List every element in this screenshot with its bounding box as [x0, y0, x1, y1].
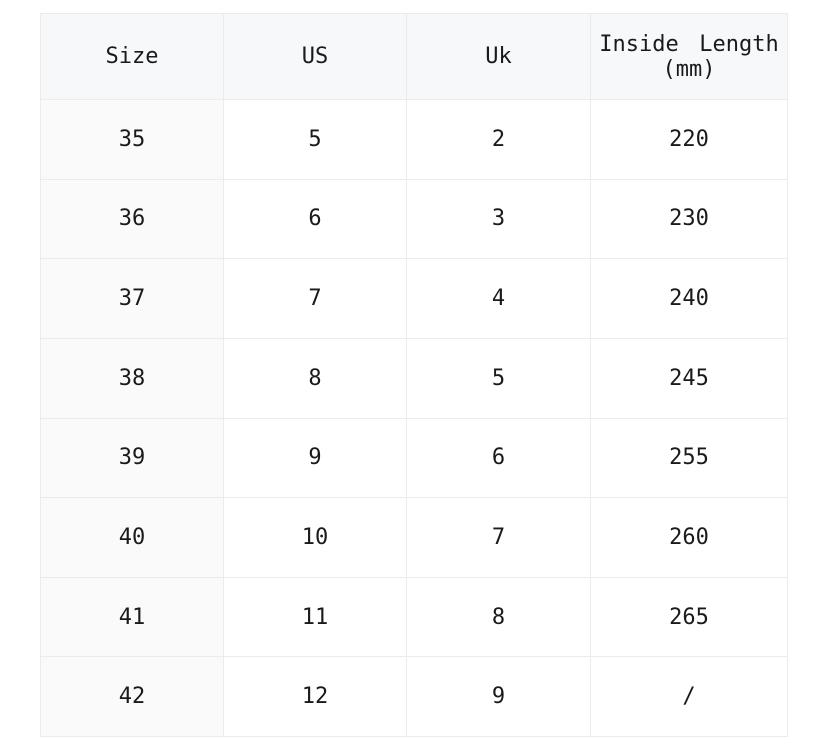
- table-cell-size: 41: [40, 576, 224, 658]
- table-cell-uk: 2: [406, 99, 591, 180]
- table-row: 38 8 5 245: [40, 337, 788, 419]
- table-row: 39 9 6 255: [40, 417, 788, 499]
- table-cell-inside-length: 260: [590, 497, 788, 578]
- table-cell-size: 35: [40, 99, 224, 180]
- table-cell-size: 39: [40, 417, 224, 499]
- table-cell-size: 42: [40, 656, 224, 737]
- table-cell-uk: 6: [406, 417, 591, 499]
- table-cell-inside-length: 245: [590, 337, 788, 419]
- table-cell-size: 37: [40, 258, 224, 339]
- table-cell-uk: 3: [406, 178, 591, 260]
- table-cell-us: 5: [223, 99, 407, 180]
- table-cell-uk: 8: [406, 576, 591, 658]
- size-chart-table: Size US Uk Inside Length (mm) 35 5 2 220…: [40, 13, 788, 737]
- table-cell-us: 12: [223, 656, 407, 737]
- table-cell-us: 10: [223, 497, 407, 578]
- table-cell-us: 9: [223, 417, 407, 499]
- table-cell-us: 11: [223, 576, 407, 658]
- table-cell-size: 36: [40, 178, 224, 260]
- table-cell-inside-length: /: [590, 656, 788, 737]
- table-cell-uk: 9: [406, 656, 591, 737]
- table-cell-size: 38: [40, 337, 224, 419]
- table-cell-inside-length: 240: [590, 258, 788, 339]
- column-header-uk: Uk: [406, 13, 591, 100]
- table-cell-inside-length: 255: [590, 417, 788, 499]
- table-row: 37 7 4 240: [40, 258, 788, 339]
- column-header-inside-length: Inside Length (mm): [590, 13, 788, 100]
- table-row: 40 10 7 260: [40, 497, 788, 578]
- table-cell-us: 7: [223, 258, 407, 339]
- table-row: 36 6 3 230: [40, 178, 788, 260]
- table-cell-uk: 5: [406, 337, 591, 419]
- column-header-size: Size: [40, 13, 224, 100]
- table-row: 41 11 8 265: [40, 576, 788, 658]
- table-cell-inside-length: 265: [590, 576, 788, 658]
- table-row: 42 12 9 /: [40, 656, 788, 737]
- table-cell-inside-length: 220: [590, 99, 788, 180]
- column-header-us: US: [223, 13, 407, 100]
- table-cell-size: 40: [40, 497, 224, 578]
- table-row: 35 5 2 220: [40, 99, 788, 180]
- table-cell-us: 8: [223, 337, 407, 419]
- table-cell-inside-length: 230: [590, 178, 788, 260]
- table-cell-uk: 4: [406, 258, 591, 339]
- table-header-row: Size US Uk Inside Length (mm): [40, 13, 788, 100]
- table-cell-uk: 7: [406, 497, 591, 578]
- table-cell-us: 6: [223, 178, 407, 260]
